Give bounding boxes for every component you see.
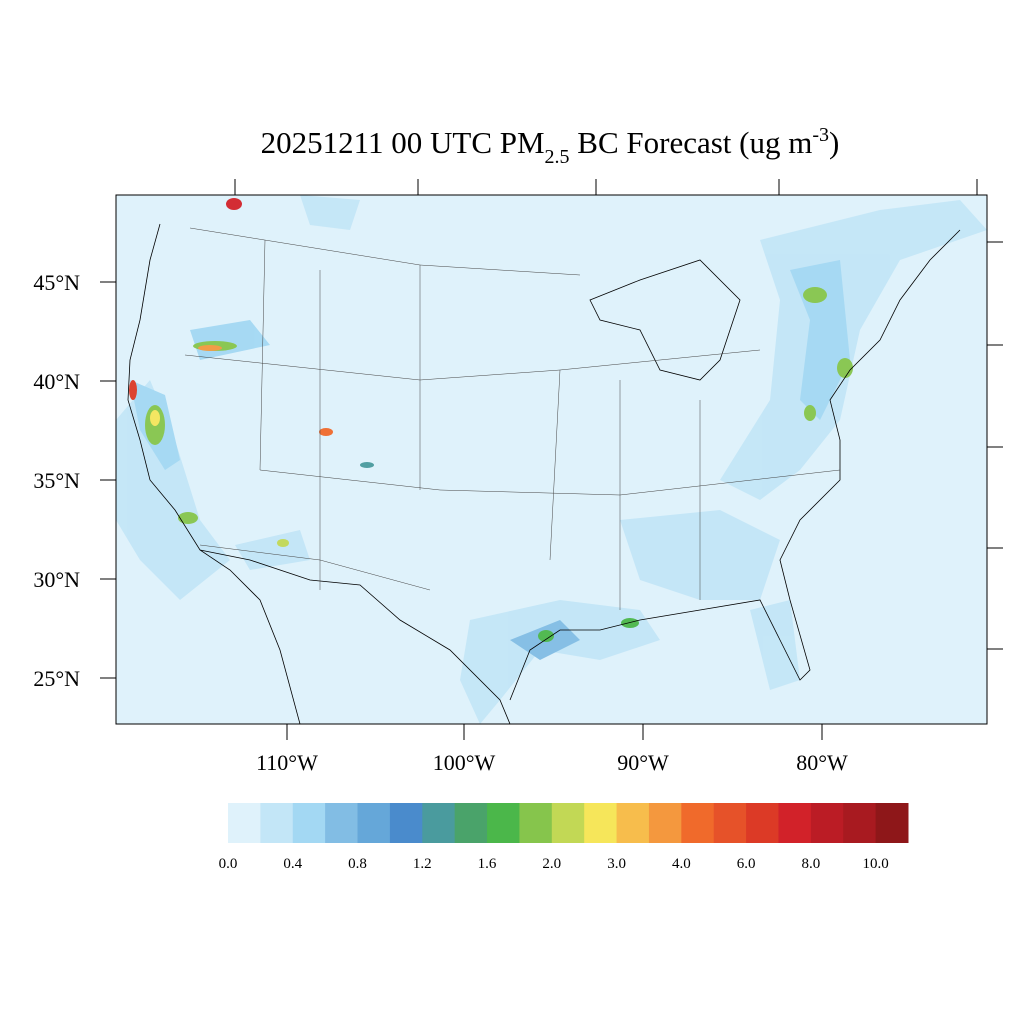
colorbar-swatch bbox=[713, 803, 747, 843]
colorbar-swatch bbox=[389, 803, 423, 843]
colorbar-label: 8.0 bbox=[801, 856, 820, 872]
colorbar-swatch bbox=[616, 803, 650, 843]
colorbar-swatch bbox=[357, 803, 391, 843]
colorbar-swatch bbox=[519, 803, 553, 843]
lon-label: 80°W bbox=[796, 750, 848, 775]
colorbar-label: 3.0 bbox=[607, 856, 626, 872]
colorbar-swatch bbox=[454, 803, 488, 843]
colorbar-swatch bbox=[778, 803, 812, 843]
colorbar-label: 0.0 bbox=[219, 856, 238, 872]
colorbar-swatch bbox=[810, 803, 844, 843]
colorbar-label: 0.8 bbox=[348, 856, 367, 872]
colorbar-swatch bbox=[551, 803, 585, 843]
lat-label: 30°N bbox=[33, 567, 80, 592]
colorbar-swatch bbox=[843, 803, 877, 843]
colorbar-label: 6.0 bbox=[737, 856, 756, 872]
coastlines bbox=[127, 223, 961, 725]
state-borders bbox=[184, 227, 841, 610]
colorbar-swatch bbox=[260, 803, 294, 843]
colorbar-swatch bbox=[228, 803, 261, 843]
colorbar-swatch bbox=[325, 803, 359, 843]
title-text: 20251211 00 UTC PM bbox=[261, 125, 545, 160]
colorbar-swatch bbox=[584, 803, 618, 843]
colorbar-swatch bbox=[422, 803, 456, 843]
map-area: 45°N 40°N 35°N 30°N 25°N 110°W 100°W 90°… bbox=[33, 179, 1003, 775]
map-frame bbox=[115, 194, 988, 725]
lat-label: 25°N bbox=[33, 666, 80, 691]
title-text: ) bbox=[829, 125, 839, 160]
lon-label: 100°W bbox=[433, 750, 496, 775]
colorbar-label: 10.0 bbox=[862, 856, 888, 872]
lat-label: 45°N bbox=[33, 270, 80, 295]
colorbar-label: 1.2 bbox=[413, 856, 432, 872]
colorbar-swatch bbox=[487, 803, 520, 843]
colorbar-swatch bbox=[648, 803, 682, 843]
colorbar-label: 2.0 bbox=[542, 856, 561, 872]
lon-label: 110°W bbox=[256, 750, 318, 775]
lon-label: 90°W bbox=[617, 750, 669, 775]
colorbar-swatch bbox=[746, 803, 779, 843]
colorbar: 0.0 0.4 0.8 1.2 1.6 2.0 3.0 4.0 6.0 8.0 10.0 bbox=[219, 803, 909, 872]
title-text: BC Forecast (ug m bbox=[570, 125, 813, 160]
colorbar-swatch bbox=[875, 803, 909, 843]
colorbar-swatch bbox=[681, 803, 715, 843]
ticks bbox=[100, 179, 1003, 740]
lat-label: 35°N bbox=[33, 468, 80, 493]
title: 20251211 00 UTC PM2.5 BC Forecast (ug m-… bbox=[261, 124, 840, 168]
colorbar-label: 4.0 bbox=[672, 856, 691, 872]
concentration-field bbox=[116, 195, 987, 724]
colorbar-label: 0.4 bbox=[283, 856, 302, 872]
title-subscript: 2.5 bbox=[545, 146, 570, 168]
title-superscript: -3 bbox=[812, 124, 829, 146]
colorbar-swatch bbox=[292, 803, 326, 843]
colorbar-label: 1.6 bbox=[478, 856, 497, 872]
lat-label: 40°N bbox=[33, 369, 80, 394]
